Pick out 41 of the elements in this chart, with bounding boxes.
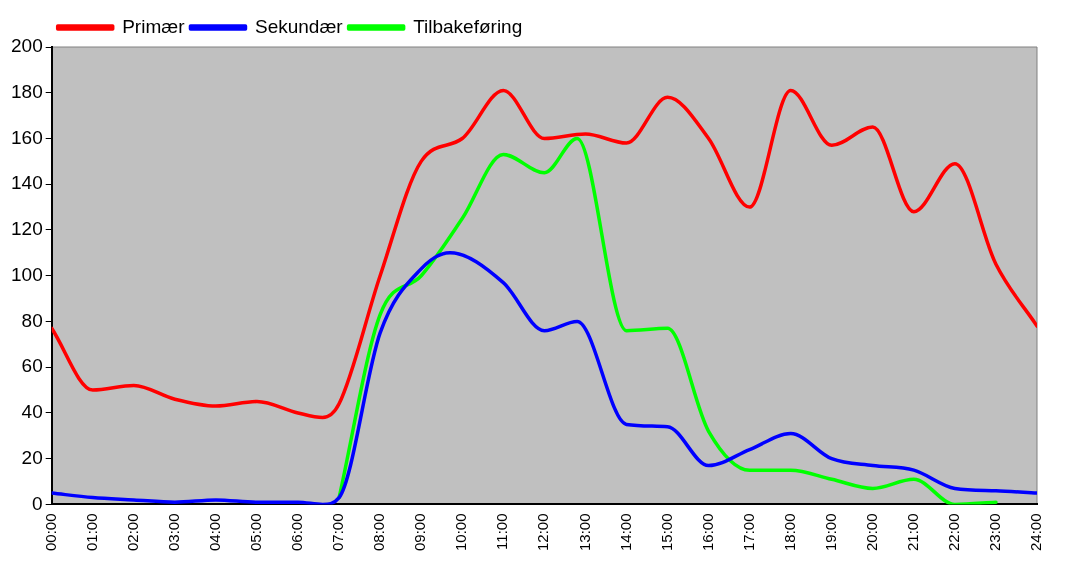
legend-label: Sekundær: [254, 15, 344, 37]
y-tick-label: 100: [11, 263, 43, 285]
y-tick-label: 180: [11, 80, 43, 102]
y-tick-label: 60: [21, 355, 43, 377]
y-tick-label: 80: [21, 309, 43, 331]
x-tick-label: 22:00: [945, 513, 963, 552]
y-tick-label: 140: [11, 172, 43, 194]
x-tick-label: 16:00: [698, 513, 716, 552]
x-tick-label: 03:00: [165, 513, 182, 552]
x-tick-label: 18:00: [780, 513, 798, 552]
y-tick-label: 0: [32, 492, 43, 514]
line-series: [337, 136, 998, 505]
x-tick-label: 06:00: [288, 513, 306, 552]
x-tick-label: 01:00: [82, 513, 100, 552]
x-tick-label: 15:00: [657, 513, 675, 552]
y-tick-label: 40: [21, 401, 43, 423]
x-tick-label: 17:00: [739, 513, 757, 552]
x-tick-label: 09:00: [411, 513, 429, 552]
x-tick-label: 21:00: [903, 513, 921, 552]
x-tick-label: 11:00: [493, 513, 511, 550]
x-tick-label: 23:00: [986, 513, 1004, 552]
x-tick-label: 20:00: [862, 513, 880, 552]
x-tick-label: 05:00: [247, 513, 265, 552]
legend-label: Primær: [122, 15, 186, 37]
y-tick-label: 20: [21, 446, 43, 468]
x-tick-label: 00:00: [41, 513, 59, 552]
y-tick-label: 200: [11, 35, 43, 57]
legend-label: Tilbakeføring: [413, 15, 523, 37]
x-tick-label: 13:00: [575, 513, 593, 552]
y-tick-label: 120: [11, 218, 43, 240]
x-tick-label: 24:00: [1027, 513, 1045, 552]
y-tick-label: 160: [11, 126, 43, 148]
x-tick-label: 02:00: [123, 513, 141, 552]
x-tick-label: 10:00: [452, 513, 470, 552]
line-series: [51, 88, 1037, 420]
x-tick-label: 14:00: [616, 513, 634, 552]
x-tick-label: 12:00: [534, 513, 552, 552]
x-tick-label: 19:00: [821, 513, 839, 552]
x-tick-label: 08:00: [370, 513, 388, 552]
x-tick-label: 07:00: [329, 513, 347, 552]
x-tick-label: 04:00: [206, 513, 224, 552]
